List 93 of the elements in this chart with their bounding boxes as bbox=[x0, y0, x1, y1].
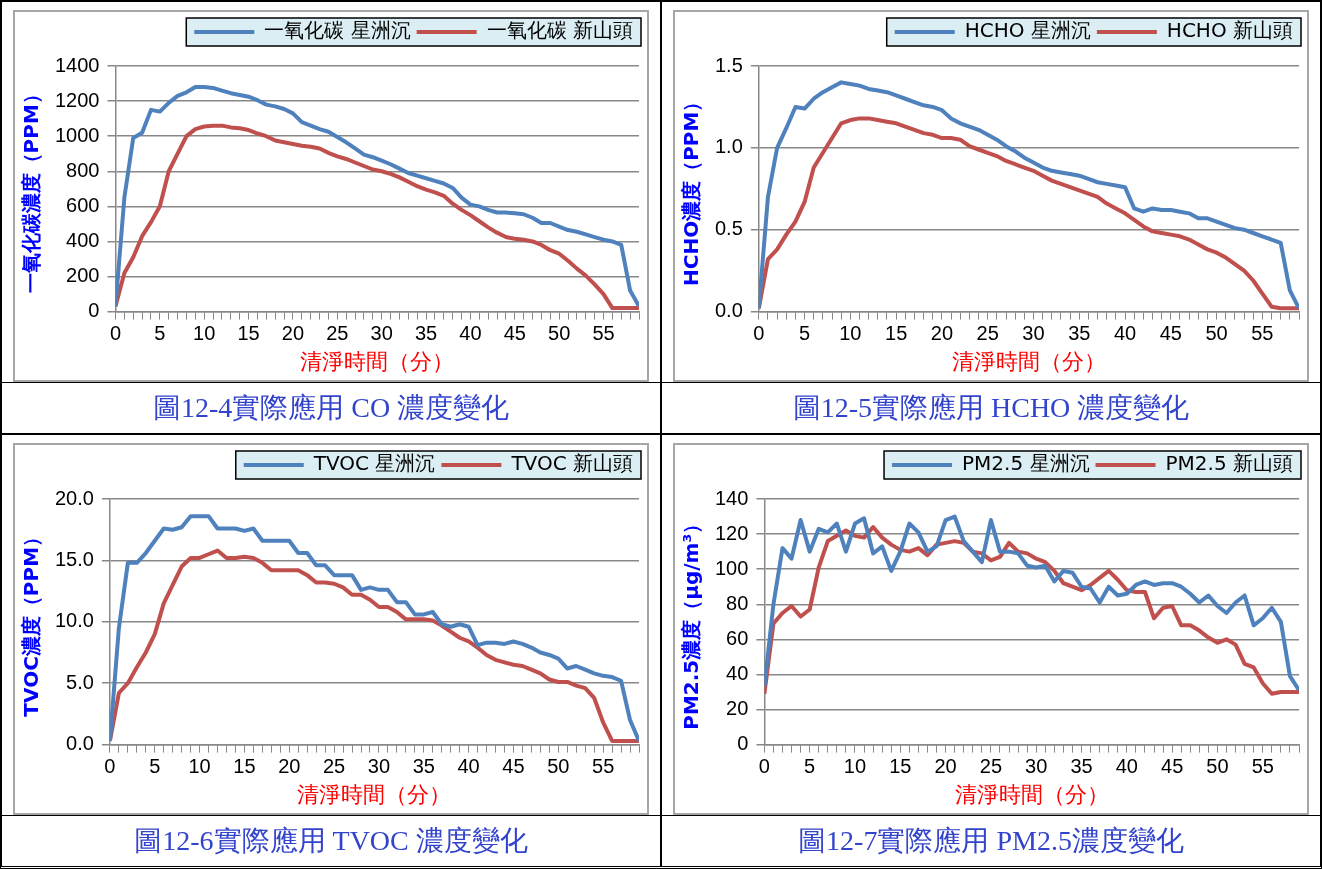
y-tick-label: 400 bbox=[66, 228, 100, 251]
y-tick-label: 200 bbox=[66, 264, 100, 287]
legend-label: PM2.5 星洲沉 bbox=[962, 451, 1090, 476]
x-tick-label: 30 bbox=[370, 322, 393, 345]
x-axis-title: 清淨時間（分） bbox=[951, 348, 1106, 374]
x-tick-label: 55 bbox=[592, 322, 615, 345]
x-tick-label: 0 bbox=[753, 322, 765, 345]
x-tick-label: 30 bbox=[1022, 322, 1045, 345]
y-tick-label: 0 bbox=[88, 299, 100, 322]
y-tick-label: 1.0 bbox=[714, 135, 743, 158]
legend-label: HCHO 星洲沉 bbox=[964, 18, 1091, 43]
x-tick-label: 55 bbox=[1251, 322, 1274, 345]
x-tick-label: 25 bbox=[326, 322, 349, 345]
x-tick-label: 15 bbox=[233, 755, 256, 778]
y-axis-title: 一氧化碳濃度（PPM） bbox=[19, 84, 44, 294]
x-tick-label: 15 bbox=[237, 322, 260, 345]
x-tick-label: 40 bbox=[1115, 755, 1138, 778]
y-axis-title: TVOC濃度（PPM） bbox=[19, 526, 44, 717]
x-tick-label: 40 bbox=[457, 755, 480, 778]
caption: 圖12-6實際應用 TVOC 濃度變化 bbox=[2, 815, 660, 866]
y-tick-label: 1400 bbox=[54, 53, 100, 76]
y-tick-label: 140 bbox=[714, 486, 749, 509]
caption: 圖12-4實際應用 CO 濃度變化 bbox=[2, 382, 660, 433]
x-tick-label: 40 bbox=[1113, 322, 1137, 345]
y-tick-label: 120 bbox=[714, 521, 749, 544]
x-tick-label: 50 bbox=[548, 322, 571, 345]
x-axis-title: 清淨時間（分） bbox=[954, 781, 1109, 807]
x-tick-label: 45 bbox=[502, 755, 525, 778]
y-tick-label: 20 bbox=[726, 697, 749, 720]
x-tick-label: 10 bbox=[188, 755, 211, 778]
y-tick-label: 600 bbox=[66, 193, 100, 216]
y-axis-title: HCHO濃度（PPM） bbox=[679, 91, 704, 286]
x-tick-label: 15 bbox=[889, 755, 912, 778]
y-tick-label: 40 bbox=[726, 661, 749, 684]
caption: 圖12-5實際應用 HCHO 濃度變化 bbox=[662, 382, 1320, 433]
x-tick-label: 55 bbox=[1251, 755, 1274, 778]
x-tick-label: 45 bbox=[503, 322, 526, 345]
legend-label: 一氧化碳 星洲沉 bbox=[264, 18, 411, 43]
x-tick-label: 25 bbox=[322, 755, 346, 778]
caption: 圖12-7實際應用 PM2.5濃度變化 bbox=[662, 815, 1320, 866]
x-tick-label: 25 bbox=[976, 322, 999, 345]
y-tick-label: 15.0 bbox=[54, 547, 94, 570]
x-axis-title: 清淨時間（分） bbox=[300, 348, 455, 374]
x-tick-label: 50 bbox=[547, 755, 570, 778]
x-tick-label: 45 bbox=[1161, 755, 1184, 778]
x-tick-label: 35 bbox=[414, 322, 438, 345]
x-tick-label: 40 bbox=[459, 322, 482, 345]
x-tick-label: 50 bbox=[1205, 322, 1228, 345]
x-tick-label: 35 bbox=[1070, 755, 1093, 778]
x-tick-label: 25 bbox=[979, 755, 1003, 778]
legend-label: HCHO 新山頭 bbox=[1166, 18, 1294, 43]
y-tick-label: 1000 bbox=[54, 123, 100, 146]
y-tick-label: 800 bbox=[66, 158, 100, 181]
y-tick-label: 1.5 bbox=[714, 53, 743, 76]
x-tick-label: 5 bbox=[799, 322, 811, 345]
y-tick-label: 0 bbox=[737, 732, 749, 755]
x-tick-label: 10 bbox=[839, 322, 862, 345]
x-tick-label: 15 bbox=[885, 322, 908, 345]
y-tick-label: 0.5 bbox=[714, 217, 743, 240]
legend-label: TVOC 星洲沉 bbox=[312, 451, 436, 476]
y-tick-label: 5.0 bbox=[66, 670, 94, 693]
x-tick-label: 55 bbox=[592, 755, 615, 778]
y-tick-label: 1200 bbox=[54, 88, 100, 111]
x-tick-label: 10 bbox=[193, 322, 216, 345]
x-tick-label: 5 bbox=[154, 322, 166, 345]
x-tick-label: 30 bbox=[1025, 755, 1048, 778]
y-tick-label: 0.0 bbox=[714, 299, 743, 322]
x-tick-label: 20 bbox=[930, 322, 954, 345]
x-tick-label: 0 bbox=[758, 755, 770, 778]
x-tick-label: 35 bbox=[412, 755, 435, 778]
x-tick-label: 10 bbox=[843, 755, 867, 778]
x-tick-label: 30 bbox=[367, 755, 391, 778]
x-tick-label: 35 bbox=[1068, 322, 1091, 345]
x-tick-label: 20 bbox=[281, 322, 305, 345]
y-tick-label: 10.0 bbox=[54, 609, 94, 632]
x-tick-label: 50 bbox=[1206, 755, 1229, 778]
y-tick-label: 80 bbox=[726, 591, 749, 614]
y-tick-label: 60 bbox=[726, 626, 749, 649]
y-tick-label: 0.0 bbox=[66, 732, 94, 755]
legend-label: PM2.5 新山頭 bbox=[1165, 451, 1293, 476]
legend-label: 一氧化碳 新山頭 bbox=[486, 18, 633, 43]
x-tick-label: 5 bbox=[804, 755, 816, 778]
x-tick-label: 20 bbox=[278, 755, 301, 778]
x-tick-label: 0 bbox=[104, 755, 116, 778]
x-tick-label: 5 bbox=[149, 755, 161, 778]
y-tick-label: 100 bbox=[714, 556, 749, 579]
x-tick-label: 45 bbox=[1159, 322, 1182, 345]
legend-label: TVOC 新山頭 bbox=[510, 451, 634, 476]
y-tick-label: 20.0 bbox=[54, 486, 94, 509]
x-tick-label: 0 bbox=[109, 322, 122, 345]
y-axis-title: PM2.5濃度（μg/m³） bbox=[679, 513, 704, 730]
x-axis-title: 清淨時間（分） bbox=[297, 781, 452, 807]
x-tick-label: 20 bbox=[934, 755, 957, 778]
